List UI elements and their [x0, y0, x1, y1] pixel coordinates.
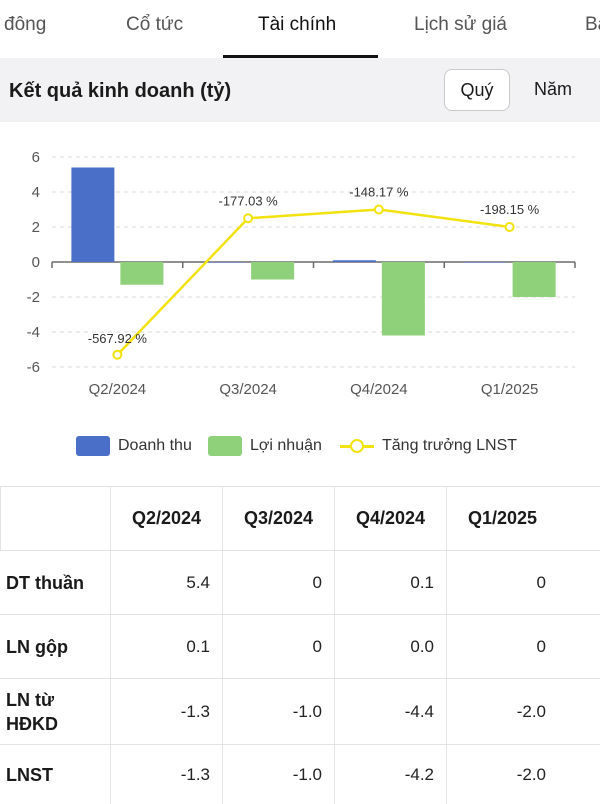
- table-cell: -1.3: [110, 679, 222, 744]
- growth-point: [504, 222, 515, 232]
- table-cell: 0: [222, 551, 334, 614]
- quarter-button[interactable]: Quý: [444, 69, 510, 111]
- table-cell: -1.3: [110, 745, 222, 804]
- table-cell: 5.4: [110, 551, 222, 614]
- chart-svg: 6 4 2 0 -2 -4 -6 -567.92 % -177.03 % -148.17 % -19…: [27, 149, 576, 398]
- y-tick-label: -6: [27, 359, 40, 376]
- business-results-chart: 6 4 2 0 -2 -4 -6 -567.92 % -177.03 % -148.17 % -19…: [0, 122, 600, 482]
- chart-legend: Doanh thu Lợi nhuận Tăng trưởng LNST: [0, 436, 600, 462]
- y-tick-label: -2: [27, 289, 40, 306]
- legend-revenue-swatch: [76, 436, 110, 456]
- table-row: LNST -1.3 -1.0 -4.2 -2.0: [0, 744, 600, 804]
- table-cell: -1.0: [222, 679, 334, 744]
- tab-dividends[interactable]: Cổ tức: [126, 14, 184, 35]
- revenue-bar: [71, 167, 115, 262]
- active-tab-indicator: [223, 55, 378, 58]
- table-header-empty: [0, 487, 110, 550]
- growth-point: [112, 349, 123, 360]
- year-button[interactable]: Năm: [533, 79, 572, 99]
- growth-data-label: -198.15 %: [480, 202, 540, 217]
- table-header-q2-2024: Q2/2024: [110, 487, 222, 550]
- table-header-q1-2025: Q1/2025: [446, 487, 558, 550]
- revenue-bar: [202, 262, 246, 263]
- profit-bar: [120, 262, 164, 285]
- table-cell: 0: [446, 551, 558, 614]
- legend-profit[interactable]: Lợi nhuận: [208, 436, 322, 456]
- legend-revenue-label: Doanh thu: [118, 437, 192, 454]
- x-tick-label: Q4/2024: [350, 381, 408, 398]
- table-row: DT thuần 5.4 0 0.1 0: [0, 550, 600, 614]
- tab-price-history[interactable]: Lịch sử giá: [414, 14, 507, 35]
- legend-profit-swatch: [208, 436, 242, 456]
- business-results-header: Kết quả kinh doanh (tỷ) Quý Năm: [0, 58, 600, 122]
- revenue-bar: [463, 262, 507, 263]
- profit-bar: [251, 262, 295, 280]
- growth-data-label: -148.17 %: [349, 185, 409, 200]
- table-header-q3-2024: Q3/2024: [222, 487, 334, 550]
- table-header-row: Q2/2024 Q3/2024 Q4/2024 Q1/2025: [0, 486, 600, 550]
- y-tick-label: 0: [32, 254, 40, 271]
- row-label-revenue: DT thuần: [6, 572, 84, 593]
- table-cell: 0: [446, 615, 558, 678]
- section-title: Kết quả kinh doanh (tỷ): [9, 80, 232, 102]
- legend-profit-label: Lợi nhuận: [250, 437, 322, 454]
- tab-bar: đông Cổ tức Tài chính Lịch sử giá Bả: [0, 0, 600, 58]
- y-tick-label: 2: [32, 219, 40, 236]
- table-cell: 0: [222, 615, 334, 678]
- table-cell: 0.0: [334, 615, 446, 678]
- tab-more[interactable]: Bả: [585, 14, 600, 35]
- table-row: LN từ HĐKD -1.3 -1.0 -4.4 -2.0: [0, 678, 600, 744]
- x-tick-label: Q2/2024: [89, 381, 147, 398]
- x-tick-label: Q3/2024: [219, 381, 277, 398]
- table-cell: 0.1: [334, 551, 446, 614]
- x-tick-label: Q1/2025: [481, 381, 539, 398]
- revenue-bar: [332, 260, 376, 262]
- growth-data-label: -567.92 %: [88, 331, 148, 346]
- y-tick-label: -4: [27, 324, 40, 341]
- row-label-operating-profit: LN từ HĐKD: [6, 689, 58, 734]
- legend-growth-label: Tăng trưởng LNST: [382, 437, 518, 454]
- profit-bar: [512, 262, 556, 297]
- legend-growth[interactable]: Tăng trưởng LNST: [340, 436, 517, 456]
- table-cell: 0.1: [110, 615, 222, 678]
- growth-point: [373, 204, 384, 215]
- row-label-net-profit: LNST: [6, 764, 53, 785]
- table-cell: -1.0: [222, 745, 334, 804]
- profit-bar: [381, 262, 425, 336]
- table-header-q4-2024: Q4/2024: [334, 487, 446, 550]
- tab-finance[interactable]: Tài chính: [258, 14, 337, 35]
- growth-data-label: -177.03 %: [218, 193, 278, 208]
- growth-line: [116, 208, 510, 356]
- growth-point: [243, 213, 254, 224]
- legend-growth-marker: [340, 436, 374, 456]
- table-cell: -2.0: [446, 679, 558, 744]
- table-cell: -2.0: [446, 745, 558, 804]
- y-tick-label: 6: [32, 149, 40, 166]
- legend-revenue[interactable]: Doanh thu: [76, 436, 192, 456]
- table-cell: -4.2: [334, 745, 446, 804]
- table-row: LN gộp 0.1 0 0.0 0: [0, 614, 600, 678]
- tab-shareholders[interactable]: đông: [4, 14, 47, 35]
- row-label-gross-profit: LN gộp: [6, 636, 68, 657]
- y-tick-label: 4: [32, 184, 40, 201]
- table-cell: -4.4: [334, 679, 446, 744]
